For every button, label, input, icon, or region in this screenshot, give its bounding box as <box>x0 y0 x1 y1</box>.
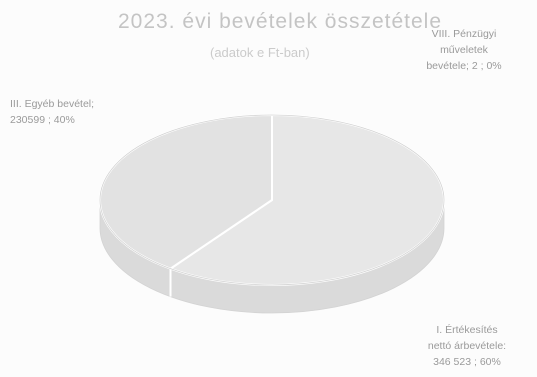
data-label-line: III. Egyéb bevétel; <box>10 98 95 110</box>
data-label-line: I. Értékesítés <box>436 324 498 336</box>
pie-rim <box>99 114 445 286</box>
data-label-line: nettó árbevétele: <box>427 340 507 352</box>
data-label-slice-viii: VIII. Pénzügyi műveletek bevétele; 2 ; 0… <box>400 26 528 74</box>
data-label-line: bevétele; 2 ; 0% <box>426 60 502 72</box>
chart-subtitle: (adatok e Ft-ban) <box>210 45 310 60</box>
data-label-slice-i: I. Értékesítés nettó árbevétele: 346 523… <box>400 322 534 370</box>
data-label-line: 346 523 ; 60% <box>433 356 501 368</box>
data-label-line: 230599 ; 40% <box>10 114 75 126</box>
data-label-line: VIII. Pénzügyi <box>431 28 497 40</box>
data-label-line: műveletek <box>440 44 488 56</box>
data-label-slice-iii: III. Egyéb bevétel; 230599 ; 40% <box>10 96 94 128</box>
chart-title: 2023. évi bevételek összetétele <box>118 10 443 33</box>
